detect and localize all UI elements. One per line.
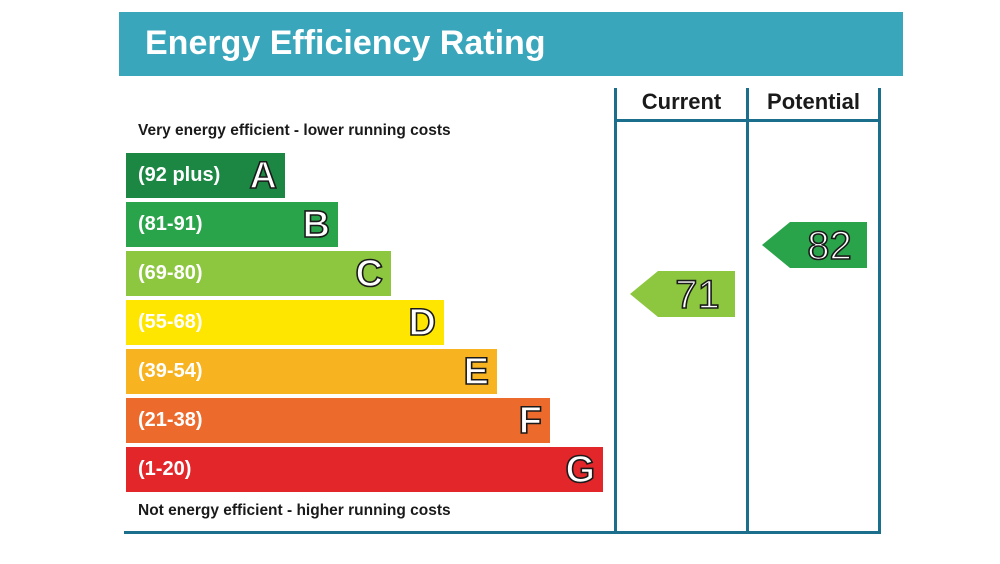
band-f: (21-38) F bbox=[126, 398, 550, 443]
band-g: (1-20) G bbox=[126, 447, 603, 492]
potential-arrow-fill bbox=[762, 222, 867, 268]
band-range-label: (92 plus) bbox=[138, 164, 221, 186]
band-a: (92 plus) A bbox=[126, 153, 285, 198]
band-letter: E bbox=[463, 350, 490, 394]
band-c: (69-80) C bbox=[126, 251, 391, 296]
top-note: Very energy efficient - lower running co… bbox=[138, 122, 451, 139]
potential-arrow-shape bbox=[762, 222, 867, 268]
bottom-border bbox=[124, 531, 881, 534]
bottom-note: Not energy efficient - higher running co… bbox=[138, 502, 451, 519]
current-rating-value: 71 bbox=[674, 272, 720, 318]
band-b: (81-91) B bbox=[126, 202, 338, 247]
header-banner: Energy Efficiency Rating bbox=[119, 12, 903, 76]
band-letter: A bbox=[249, 154, 278, 198]
band-range-label: (55-68) bbox=[138, 311, 203, 333]
band-e: (39-54) E bbox=[126, 349, 497, 394]
header-underline bbox=[614, 119, 881, 122]
current-rating-arrow: 71 bbox=[630, 271, 735, 318]
band-d: (55-68) D bbox=[126, 300, 444, 345]
divider-middle bbox=[746, 88, 749, 533]
band-range-label: (39-54) bbox=[138, 360, 203, 382]
chart-title: Energy Efficiency Rating bbox=[145, 24, 546, 62]
band-range-label: (69-80) bbox=[138, 262, 203, 284]
band-letter: G bbox=[565, 448, 596, 492]
band-range-label: (1-20) bbox=[138, 458, 192, 480]
potential-rating-value: 82 bbox=[806, 223, 852, 269]
current-arrow-shape bbox=[630, 271, 735, 317]
band-letter: F bbox=[518, 399, 543, 443]
band-range-label: (81-91) bbox=[138, 213, 203, 235]
band-range-label: (21-38) bbox=[138, 409, 203, 431]
divider-left bbox=[614, 88, 617, 533]
column-header-current: Current bbox=[641, 89, 722, 114]
band-letter: D bbox=[408, 301, 437, 345]
divider-right bbox=[878, 88, 881, 533]
current-arrow-fill bbox=[630, 271, 735, 317]
potential-rating-arrow: 82 bbox=[762, 222, 867, 269]
column-header-potential: Potential bbox=[767, 89, 860, 114]
band-letter: B bbox=[302, 203, 331, 247]
band-letter: C bbox=[355, 252, 384, 296]
